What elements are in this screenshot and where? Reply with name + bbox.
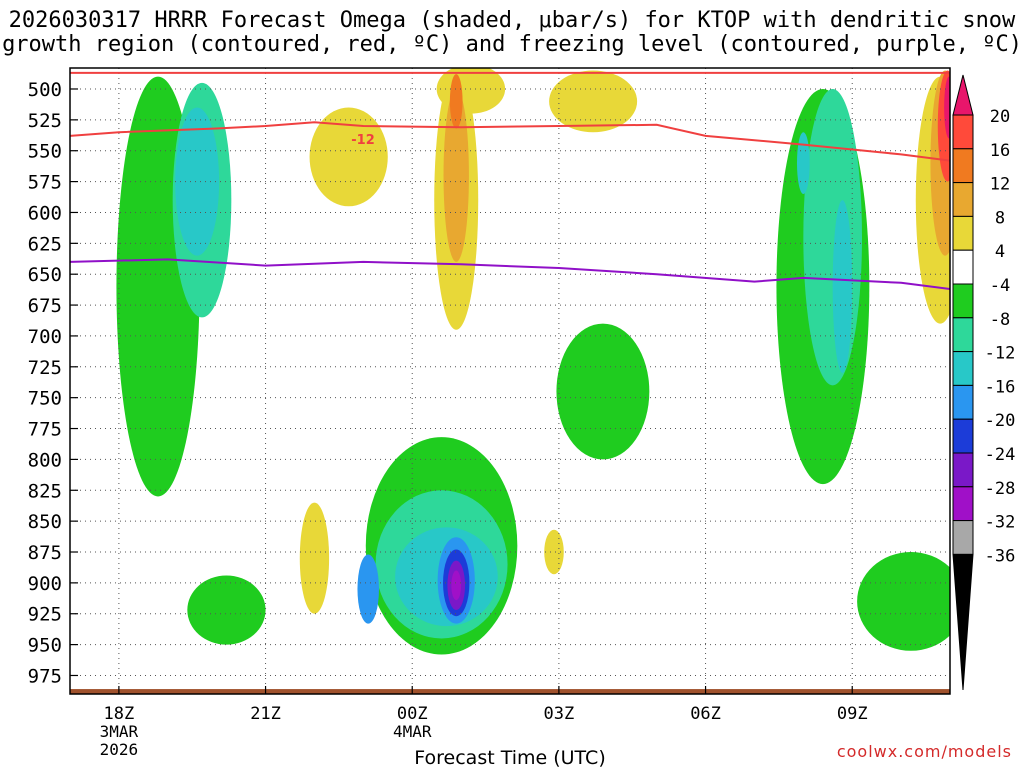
x-tick-sublabel: 2026 bbox=[100, 740, 139, 759]
colorbar-label: -12 bbox=[985, 344, 1016, 364]
x-tick-label: 06Z bbox=[690, 704, 721, 724]
y-tick-label: 950 bbox=[28, 635, 62, 657]
omega-region-g11 bbox=[832, 200, 853, 373]
y-tick-label: 975 bbox=[28, 665, 62, 687]
omega-region-y3 bbox=[549, 70, 638, 133]
y-tick-label: 650 bbox=[28, 264, 62, 286]
chart-title-line-1: 2026030317 HRRR Forecast Omega (shaded, … bbox=[8, 8, 1016, 33]
y-tick-label: 775 bbox=[28, 419, 62, 441]
omega-region-g10 bbox=[803, 88, 863, 386]
colorbar-label: -28 bbox=[985, 479, 1016, 499]
y-tick-label: 675 bbox=[28, 295, 62, 317]
colorbar: 20 16 12 8 4 -4 -8 -12 -16 -20 -24 -28 -32 -36 bbox=[952, 74, 1016, 691]
y-tick-label: 550 bbox=[28, 141, 62, 163]
site-credit: coolwx.com/models bbox=[836, 742, 1012, 761]
y-tick-label: 900 bbox=[28, 573, 62, 595]
omega-region-p2 bbox=[451, 570, 462, 601]
freezing-level-contour bbox=[70, 258, 950, 290]
omega-region-g4 bbox=[187, 575, 266, 645]
y-tick-label: 575 bbox=[28, 172, 62, 194]
colorbar-label: -20 bbox=[985, 411, 1016, 431]
colorbar-label: -24 bbox=[985, 445, 1016, 465]
colorbar-segment bbox=[952, 452, 974, 488]
x-tick-label: 09Z bbox=[837, 704, 868, 724]
dgz-lower-contour bbox=[70, 121, 950, 162]
omega-region-o2 bbox=[449, 74, 463, 129]
colorbar-segment bbox=[952, 520, 974, 555]
y-tick-label: 600 bbox=[28, 202, 62, 224]
colorbar-label: 12 bbox=[990, 175, 1010, 195]
colorbar-segment bbox=[952, 283, 974, 319]
y-tick-label: 525 bbox=[28, 110, 62, 132]
omega-region-b1 bbox=[357, 554, 379, 624]
y-tick-label: 500 bbox=[28, 79, 62, 101]
colorbar-label: 4 bbox=[995, 242, 1005, 262]
y-tick-label: 850 bbox=[28, 511, 62, 533]
colorbar-label: 20 bbox=[990, 107, 1010, 127]
colorbar-segment bbox=[952, 317, 974, 353]
colorbar-segment bbox=[952, 486, 974, 522]
terrain-strip bbox=[70, 689, 950, 694]
x-tick-label: 00Z bbox=[397, 704, 428, 724]
colorbar-segment bbox=[952, 148, 974, 184]
colorbar-label: -16 bbox=[985, 377, 1016, 397]
y-tick-label: 875 bbox=[28, 542, 62, 564]
omega-region-g8 bbox=[556, 323, 650, 460]
colorbar-segment bbox=[952, 114, 974, 150]
colorbar-segment bbox=[952, 249, 974, 285]
grid bbox=[70, 68, 950, 694]
omega-region-g3 bbox=[175, 107, 220, 256]
y-tick-label: 625 bbox=[28, 233, 62, 255]
colorbar-label: -8 bbox=[990, 310, 1010, 330]
colorbar-label: -32 bbox=[985, 513, 1016, 533]
y-tick-label: 750 bbox=[28, 388, 62, 410]
colorbar-label: 8 bbox=[995, 208, 1005, 228]
omega-region-m1 bbox=[944, 76, 950, 139]
colorbar-segment bbox=[952, 384, 974, 420]
colorbar-label: 16 bbox=[990, 141, 1010, 161]
colorbar-bottom-arrow bbox=[952, 553, 974, 691]
omega-shading bbox=[116, 68, 950, 655]
colorbar-label: -36 bbox=[985, 546, 1016, 566]
y-tick-label: 700 bbox=[28, 326, 62, 348]
x-tick-label: 03Z bbox=[544, 704, 575, 724]
x-axis-label: Forecast Time (UTC) bbox=[414, 747, 605, 768]
omega-region-g12 bbox=[796, 132, 810, 194]
colorbar-top-arrow bbox=[952, 74, 974, 116]
colorbar-label: -4 bbox=[990, 276, 1010, 296]
colorbar-segment bbox=[952, 215, 974, 251]
omega-region-y5 bbox=[299, 502, 330, 614]
x-tick-sublabel: 4MAR bbox=[393, 722, 432, 741]
x-tick-label: 18Z bbox=[104, 704, 135, 724]
omega-region-g13 bbox=[857, 552, 950, 651]
y-tick-label: 925 bbox=[28, 604, 62, 626]
colorbar-segment bbox=[952, 351, 974, 386]
y-tick-label: 825 bbox=[28, 480, 62, 502]
x-tick-sublabel: 3MAR bbox=[100, 722, 139, 741]
y-axis: 500 525 550 575 600 625 650 675 700 725 750 775 800 8… bbox=[28, 79, 78, 687]
dgz-contour-label: -12 bbox=[351, 133, 375, 148]
chart-title-line-2: growth region (contoured, red, ºC) and f… bbox=[2, 32, 1022, 57]
omega-region-o1 bbox=[443, 88, 469, 262]
y-tick-label: 725 bbox=[28, 357, 62, 379]
colorbar-segment bbox=[952, 418, 974, 454]
y-tick-label: 800 bbox=[28, 449, 62, 471]
contour-lines bbox=[70, 71, 950, 694]
plot-frame bbox=[69, 67, 951, 695]
colorbar-segment bbox=[952, 182, 974, 217]
x-tick-label: 21Z bbox=[250, 704, 281, 724]
omega-region-y1 bbox=[309, 107, 388, 207]
